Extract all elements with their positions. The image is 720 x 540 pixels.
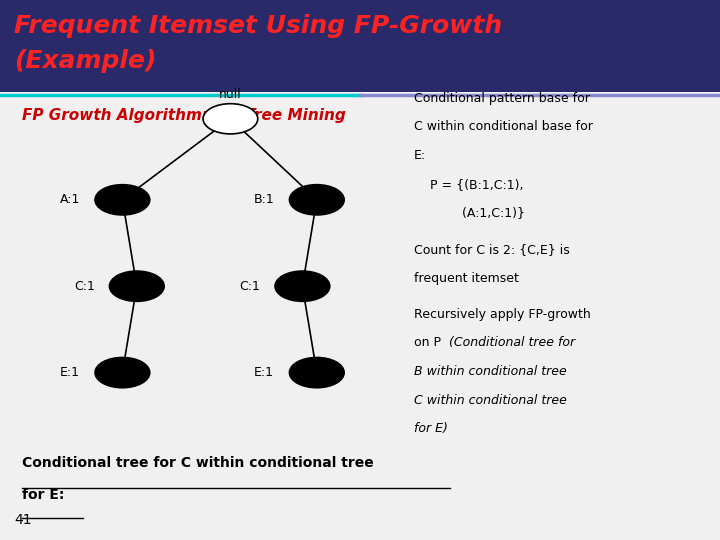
- Text: C within conditional tree: C within conditional tree: [414, 394, 567, 407]
- Ellipse shape: [275, 271, 330, 301]
- Text: C within conditional base for: C within conditional base for: [414, 120, 593, 133]
- Text: frequent itemset: frequent itemset: [414, 272, 519, 285]
- Text: B within conditional tree: B within conditional tree: [414, 365, 567, 378]
- Text: A:1: A:1: [60, 193, 80, 206]
- Text: C:1: C:1: [74, 280, 94, 293]
- Ellipse shape: [95, 185, 150, 215]
- Text: B:1: B:1: [254, 193, 274, 206]
- Text: FP Growth Algorithm:  FP Tree Mining: FP Growth Algorithm: FP Tree Mining: [22, 108, 346, 123]
- FancyBboxPatch shape: [0, 0, 720, 92]
- Text: for E:: for E:: [22, 488, 64, 502]
- Text: Frequent Itemset Using FP-Growth: Frequent Itemset Using FP-Growth: [14, 14, 503, 37]
- Text: 41: 41: [14, 512, 32, 526]
- Ellipse shape: [203, 104, 258, 134]
- Text: (A:1,C:1)}: (A:1,C:1)}: [414, 206, 525, 219]
- Ellipse shape: [95, 357, 150, 388]
- Text: Conditional tree for C within conditional tree: Conditional tree for C within conditiona…: [22, 456, 374, 470]
- Text: on P: on P: [414, 336, 445, 349]
- Text: for E): for E): [414, 422, 448, 435]
- Ellipse shape: [289, 357, 344, 388]
- Ellipse shape: [109, 271, 164, 301]
- Text: (Conditional tree for: (Conditional tree for: [449, 336, 575, 349]
- Text: Conditional pattern base for: Conditional pattern base for: [414, 92, 590, 105]
- Text: E:1: E:1: [254, 366, 274, 379]
- Text: E:: E:: [414, 149, 426, 162]
- Text: P = {(B:1,C:1),: P = {(B:1,C:1),: [414, 178, 523, 191]
- Text: Recursively apply FP-growth: Recursively apply FP-growth: [414, 308, 590, 321]
- Text: null: null: [219, 88, 242, 101]
- Text: C:1: C:1: [240, 280, 260, 293]
- Text: (Example): (Example): [14, 49, 157, 72]
- Text: Count for C is 2: {C,E} is: Count for C is 2: {C,E} is: [414, 243, 570, 256]
- Ellipse shape: [289, 185, 344, 215]
- Text: E:1: E:1: [60, 366, 80, 379]
